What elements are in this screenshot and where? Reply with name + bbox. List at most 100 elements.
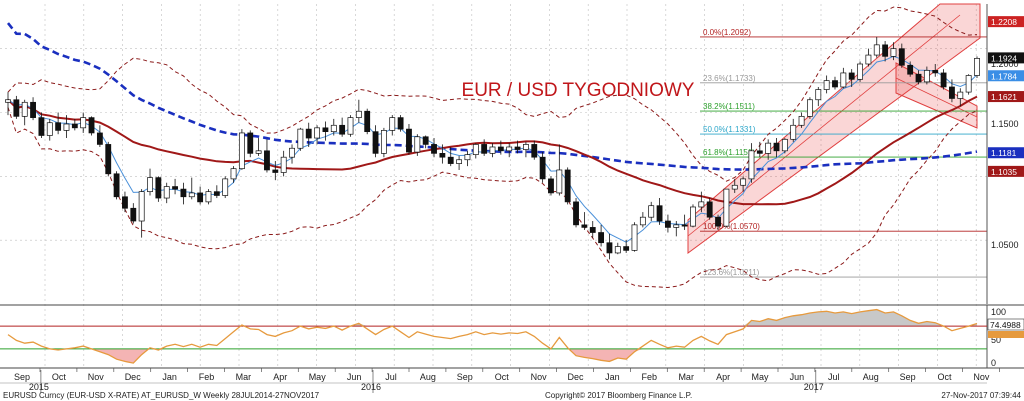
bearish-candle (372, 131, 379, 154)
bullish-candle (297, 128, 304, 149)
bearish-candle (71, 123, 78, 129)
chart-title: EUR / USD TYGODNIOWY (462, 80, 695, 101)
bullish-candle (556, 169, 563, 194)
bullish-candle (163, 186, 170, 199)
price-badge-label: 1.1181 (991, 148, 1017, 158)
bullish-candle (698, 201, 705, 208)
bullish-candle (690, 206, 696, 227)
x-tick-label: Feb (642, 372, 658, 382)
bearish-candle (623, 246, 630, 251)
bearish-candle (439, 153, 446, 158)
price-badge (988, 52, 1024, 64)
x-tick-label: Mar (678, 372, 694, 382)
bearish-candle (213, 191, 220, 196)
price-badge-label: 1.1621 (991, 92, 1017, 102)
bearish-candle (898, 48, 905, 66)
fib-label: 0.0%(1.2092) (703, 28, 751, 37)
fib-label: 100.0%(1.0570) (703, 222, 760, 231)
x-tick-label: Jan (605, 372, 620, 382)
bullish-candle (230, 168, 237, 180)
bullish-candle (823, 80, 830, 90)
bullish-candle (798, 115, 805, 126)
bearish-candle (832, 80, 838, 88)
lower-band (7, 107, 978, 289)
x-tick-label: Sep (457, 372, 473, 382)
bearish-candle (481, 144, 488, 154)
bullish-candle (631, 224, 638, 251)
price-badge (988, 165, 1024, 177)
price-badge-label: 1.1784 (991, 71, 1017, 81)
bearish-candle (548, 178, 554, 194)
x-tick-label: Oct (495, 372, 510, 382)
bearish-candle (665, 220, 671, 228)
price-badge (988, 147, 1024, 159)
footer-right: 27-Nov-2017 07:39:44 (941, 391, 1021, 400)
osc-marker-bg (988, 331, 1024, 338)
bullish-candle (857, 63, 863, 80)
bearish-candle (172, 186, 178, 190)
fib-label: 123.6%(1.0211) (703, 268, 760, 277)
bearish-candle (155, 177, 162, 199)
bullish-candle (389, 117, 396, 131)
bearish-candle (38, 117, 45, 136)
fib-label: 50.0%(1.1331) (703, 125, 756, 134)
bullish-candle (815, 89, 822, 101)
bearish-candle (882, 44, 889, 57)
x-tick-label: May (751, 372, 769, 382)
osc-tick-label: 50 (991, 335, 1001, 345)
bearish-candle (932, 70, 939, 74)
bullish-candle (63, 123, 70, 131)
osc-value-badge: 74.4988 (990, 320, 1021, 330)
bearish-candle (773, 142, 780, 152)
bearish-candle (514, 146, 521, 150)
footer-left: EURUSD Curncy (EUR-USD X-RATE) AT_EURUSD… (3, 391, 320, 400)
fib-label: 38.2%(1.1511) (703, 102, 755, 111)
grid (0, 4, 987, 368)
bearish-candle (497, 146, 504, 152)
price-badge-label: 1.1924 (991, 53, 1017, 63)
bullish-candle (639, 216, 646, 226)
bearish-candle (656, 205, 663, 222)
oscillator-line (7, 308, 978, 364)
fib-label: 61.8%(1.1151) (703, 148, 755, 157)
x-tick-label: Nov (531, 372, 548, 382)
bearish-candle (272, 169, 279, 173)
bullish-candle (456, 159, 463, 164)
footer-center: Copyright© 2017 Bloomberg Finance L.P. (545, 391, 692, 400)
bearish-candle (681, 224, 688, 227)
price-badge (988, 70, 1024, 82)
osc-value-badge-bg (987, 318, 1024, 331)
price-badge (988, 91, 1024, 103)
bearish-candle (447, 156, 454, 164)
bearish-candle (406, 128, 412, 153)
bullish-candle (489, 146, 496, 154)
bollinger-bands (7, 6, 978, 289)
bullish-candle (289, 147, 295, 158)
bearish-candle (422, 136, 429, 145)
bullish-candle (222, 178, 229, 196)
bullish-candle (205, 191, 212, 203)
bearish-candle (322, 127, 329, 133)
bearish-candle (13, 99, 20, 117)
bullish-candle (464, 154, 471, 161)
x-tick-label: Dec (567, 372, 584, 382)
price-badge (988, 16, 1024, 28)
bearish-candle (130, 207, 137, 222)
x-tick-label: Nov (88, 372, 105, 382)
bullish-candle (380, 130, 387, 154)
oscillator-panel: 100 50 0 74.4988 (0, 304, 1024, 369)
price-badge-label: 1.1035 (991, 167, 1017, 177)
bullish-candle (673, 224, 680, 228)
footer: EURUSD Curncy (EUR-USD X-RATE) AT_EURUSD… (3, 391, 1022, 400)
bearish-candle (848, 72, 855, 80)
bearish-candle (30, 101, 36, 118)
bearish-candle (247, 132, 254, 154)
bullish-candle (238, 132, 245, 170)
bearish-candle (907, 64, 914, 75)
bearish-candle (940, 72, 947, 88)
rising-channel (687, 3, 981, 254)
bullish-candle (865, 54, 872, 65)
x-tick-label: Jul (385, 372, 397, 382)
bullish-candle (330, 124, 337, 133)
fib-label: 23.6%(1.1733) (703, 74, 756, 83)
